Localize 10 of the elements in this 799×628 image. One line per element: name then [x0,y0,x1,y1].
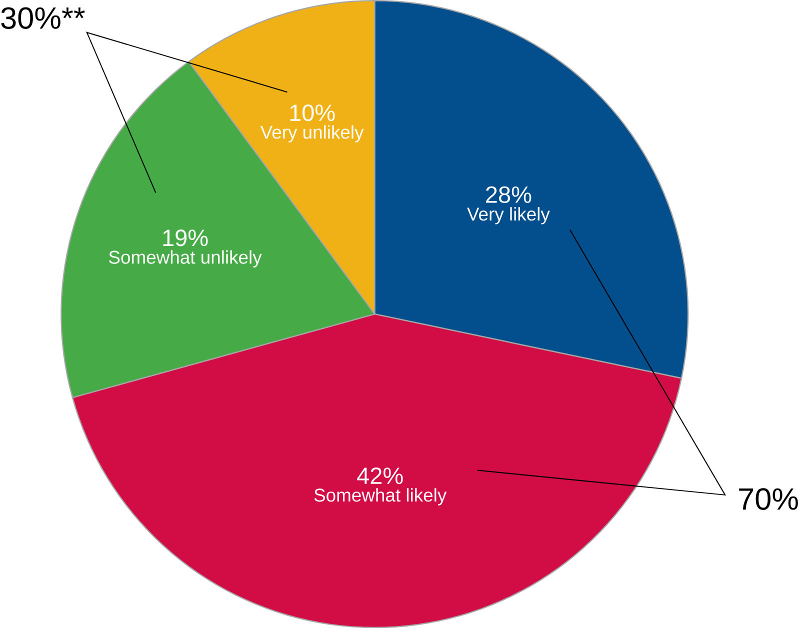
data-label: 42% [357,467,403,484]
data-label: 19% [163,229,208,246]
text: 70% [739,488,798,510]
data-label: 28% [486,186,532,203]
slice-label: Somewhat likely [314,488,447,506]
data-label: 10% [290,104,335,122]
slice-label: Very unlikely [260,125,364,142]
text: 30%** [1,7,85,29]
slice-label: Somewhat unlikely [109,250,262,268]
slice-label: Very likely [467,207,550,224]
